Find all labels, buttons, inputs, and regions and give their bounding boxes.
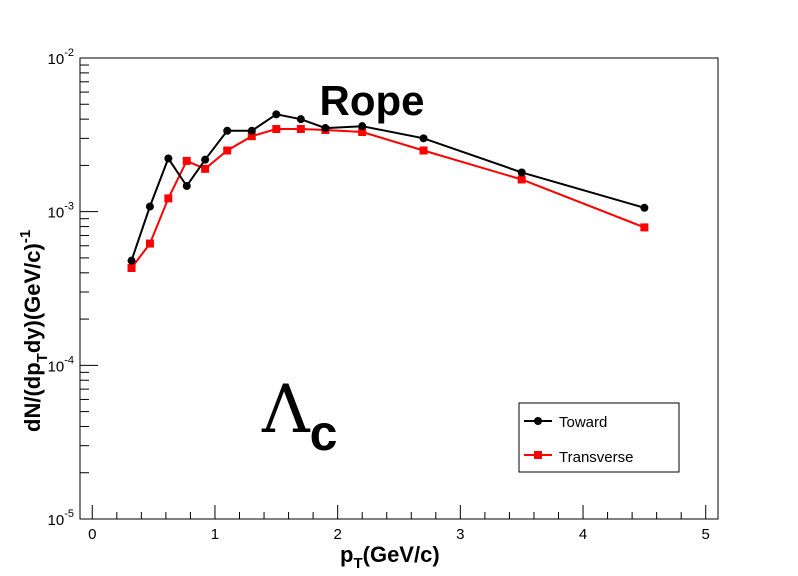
x-axis-ticks: 0 1 2 3 4 5 [88, 505, 710, 543]
lambda-subscript: c [310, 405, 338, 461]
x-axis-title: pT(GeV/c) [340, 542, 440, 572]
x-tick-label: 0 [88, 526, 96, 543]
data-point-toward [321, 124, 330, 133]
data-point-toward [296, 115, 305, 124]
x-tick-label: 5 [702, 526, 710, 543]
data-point-transverse [182, 156, 191, 165]
data-point-toward [272, 110, 281, 119]
data-point-transverse [358, 127, 367, 136]
data-point-toward [247, 126, 256, 135]
data-point-toward [517, 168, 526, 177]
data-point-toward [640, 203, 649, 212]
y-tick-label: 10-4 [48, 354, 74, 375]
data-point-toward [164, 154, 173, 163]
y-tick-label: 10-2 [48, 47, 74, 68]
series-layer [127, 110, 649, 272]
x-tick-label: 1 [211, 526, 219, 543]
data-point-transverse [272, 125, 281, 134]
data-point-transverse [223, 146, 232, 155]
data-point-transverse [164, 194, 173, 203]
annotation-title: Rope [320, 77, 425, 124]
legend-marker-transverse [534, 451, 542, 459]
data-point-toward [182, 181, 191, 190]
data-point-toward [419, 134, 428, 143]
legend: Toward Transverse [518, 402, 680, 473]
y-tick-label: 10-3 [48, 201, 74, 222]
data-point-toward [201, 155, 210, 164]
data-point-transverse [419, 146, 428, 155]
plot-frame [79, 57, 719, 520]
y-axis-title: dN/(dpTdy)(GeV/c)-1 [17, 230, 51, 432]
data-point-transverse [247, 132, 256, 141]
data-point-transverse [127, 263, 136, 272]
data-point-toward [127, 256, 136, 265]
legend-marker-toward [534, 417, 542, 425]
data-point-transverse [145, 239, 154, 248]
x-tick-label: 2 [333, 526, 341, 543]
legend-box [518, 402, 680, 473]
legend-label-transverse: Transverse [559, 449, 633, 466]
y-tick-label: 10-5 [48, 508, 74, 529]
x-tick-label: 3 [456, 526, 464, 543]
data-point-transverse [640, 223, 649, 232]
y-axis-ticks: 10-5 10-4 10-3 10-2 [48, 47, 98, 529]
lambda-symbol: Λ [261, 371, 311, 448]
data-point-toward [223, 126, 232, 135]
data-point-transverse [201, 164, 210, 173]
data-point-toward [145, 202, 154, 211]
data-point-transverse [296, 125, 305, 134]
data-point-toward [358, 122, 367, 131]
x-tick-label: 4 [579, 526, 587, 543]
series-line-transverse [130, 128, 645, 269]
legend-label-toward: Toward [559, 414, 607, 431]
series-line-toward [130, 113, 645, 261]
annotation-lambda-c: Λc [261, 371, 337, 461]
data-point-transverse [517, 175, 526, 184]
